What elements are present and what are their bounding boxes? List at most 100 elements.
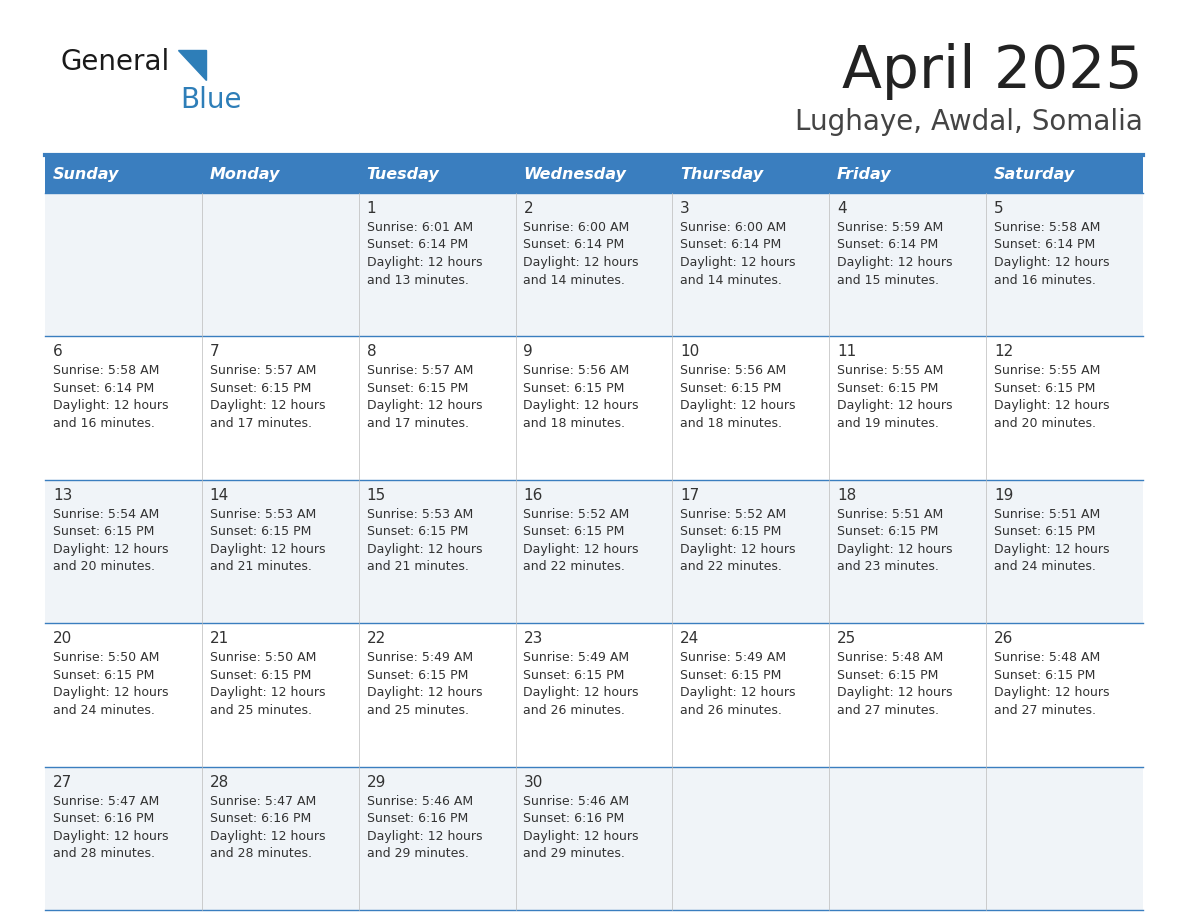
Bar xyxy=(359,155,516,193)
Text: Daylight: 12 hours: Daylight: 12 hours xyxy=(210,830,326,843)
Text: Sunrise: 5:49 AM: Sunrise: 5:49 AM xyxy=(367,651,473,665)
Text: Sunrise: 5:56 AM: Sunrise: 5:56 AM xyxy=(524,364,630,377)
Text: Daylight: 12 hours: Daylight: 12 hours xyxy=(210,686,326,700)
Text: Daylight: 12 hours: Daylight: 12 hours xyxy=(367,256,482,269)
Text: and 18 minutes.: and 18 minutes. xyxy=(524,417,625,430)
Text: Sunrise: 5:54 AM: Sunrise: 5:54 AM xyxy=(52,508,159,521)
Text: Daylight: 12 hours: Daylight: 12 hours xyxy=(367,830,482,843)
Text: Sunset: 6:14 PM: Sunset: 6:14 PM xyxy=(838,239,939,252)
Text: and 25 minutes.: and 25 minutes. xyxy=(367,704,468,717)
Text: and 24 minutes.: and 24 minutes. xyxy=(52,704,154,717)
Bar xyxy=(45,480,1143,623)
Text: and 21 minutes.: and 21 minutes. xyxy=(367,560,468,574)
Text: Sunset: 6:15 PM: Sunset: 6:15 PM xyxy=(524,382,625,395)
Text: Sunrise: 5:55 AM: Sunrise: 5:55 AM xyxy=(994,364,1100,377)
Text: Sunrise: 6:00 AM: Sunrise: 6:00 AM xyxy=(681,221,786,234)
Text: and 17 minutes.: and 17 minutes. xyxy=(367,417,468,430)
Text: Sunset: 6:15 PM: Sunset: 6:15 PM xyxy=(367,525,468,538)
Text: Sunset: 6:15 PM: Sunset: 6:15 PM xyxy=(994,382,1095,395)
Text: and 28 minutes.: and 28 minutes. xyxy=(52,847,154,860)
Text: 8: 8 xyxy=(367,344,377,360)
Text: Sunrise: 5:52 AM: Sunrise: 5:52 AM xyxy=(524,508,630,521)
Text: Daylight: 12 hours: Daylight: 12 hours xyxy=(367,543,482,555)
Text: Friday: Friday xyxy=(838,166,892,182)
Text: Daylight: 12 hours: Daylight: 12 hours xyxy=(52,399,169,412)
Bar xyxy=(986,155,1143,193)
Text: Blue: Blue xyxy=(181,86,241,114)
Text: April 2025: April 2025 xyxy=(842,43,1143,100)
Text: Daylight: 12 hours: Daylight: 12 hours xyxy=(52,830,169,843)
Text: Sunrise: 5:48 AM: Sunrise: 5:48 AM xyxy=(838,651,943,665)
Text: 9: 9 xyxy=(524,344,533,360)
Text: 18: 18 xyxy=(838,487,857,503)
Bar xyxy=(45,155,202,193)
Text: Sunrise: 5:53 AM: Sunrise: 5:53 AM xyxy=(367,508,473,521)
Text: Sunset: 6:15 PM: Sunset: 6:15 PM xyxy=(838,382,939,395)
Text: Sunset: 6:15 PM: Sunset: 6:15 PM xyxy=(681,382,782,395)
Text: 28: 28 xyxy=(210,775,229,789)
Text: Sunrise: 5:51 AM: Sunrise: 5:51 AM xyxy=(838,508,943,521)
Text: 27: 27 xyxy=(52,775,72,789)
Text: and 27 minutes.: and 27 minutes. xyxy=(994,704,1097,717)
Text: Sunset: 6:15 PM: Sunset: 6:15 PM xyxy=(524,525,625,538)
Text: Daylight: 12 hours: Daylight: 12 hours xyxy=(367,399,482,412)
Text: Sunset: 6:15 PM: Sunset: 6:15 PM xyxy=(52,525,154,538)
Text: Daylight: 12 hours: Daylight: 12 hours xyxy=(681,256,796,269)
Text: and 29 minutes.: and 29 minutes. xyxy=(367,847,468,860)
Text: Sunset: 6:15 PM: Sunset: 6:15 PM xyxy=(210,382,311,395)
Text: Daylight: 12 hours: Daylight: 12 hours xyxy=(838,543,953,555)
Text: Sunset: 6:14 PM: Sunset: 6:14 PM xyxy=(524,239,625,252)
Text: Sunrise: 5:57 AM: Sunrise: 5:57 AM xyxy=(367,364,473,377)
Text: and 28 minutes.: and 28 minutes. xyxy=(210,847,311,860)
Text: 24: 24 xyxy=(681,632,700,646)
Text: and 14 minutes.: and 14 minutes. xyxy=(681,274,782,286)
Text: Sunrise: 5:50 AM: Sunrise: 5:50 AM xyxy=(210,651,316,665)
Text: and 27 minutes.: and 27 minutes. xyxy=(838,704,940,717)
Text: Sunrise: 5:59 AM: Sunrise: 5:59 AM xyxy=(838,221,943,234)
Text: and 14 minutes.: and 14 minutes. xyxy=(524,274,625,286)
Text: Daylight: 12 hours: Daylight: 12 hours xyxy=(994,256,1110,269)
Text: Daylight: 12 hours: Daylight: 12 hours xyxy=(524,256,639,269)
Bar xyxy=(202,155,359,193)
Text: Daylight: 12 hours: Daylight: 12 hours xyxy=(681,543,796,555)
Polygon shape xyxy=(178,50,206,80)
Text: Daylight: 12 hours: Daylight: 12 hours xyxy=(681,399,796,412)
Text: 4: 4 xyxy=(838,201,847,216)
Text: 23: 23 xyxy=(524,632,543,646)
Text: and 17 minutes.: and 17 minutes. xyxy=(210,417,311,430)
Text: Sunrise: 5:50 AM: Sunrise: 5:50 AM xyxy=(52,651,159,665)
Text: and 21 minutes.: and 21 minutes. xyxy=(210,560,311,574)
Text: and 29 minutes.: and 29 minutes. xyxy=(524,847,625,860)
Text: 29: 29 xyxy=(367,775,386,789)
Bar xyxy=(516,155,672,193)
Text: Daylight: 12 hours: Daylight: 12 hours xyxy=(838,399,953,412)
Text: Sunset: 6:15 PM: Sunset: 6:15 PM xyxy=(681,525,782,538)
Text: 19: 19 xyxy=(994,487,1013,503)
Text: Sunrise: 5:49 AM: Sunrise: 5:49 AM xyxy=(524,651,630,665)
Text: 30: 30 xyxy=(524,775,543,789)
Text: Sunset: 6:14 PM: Sunset: 6:14 PM xyxy=(52,382,154,395)
Text: and 20 minutes.: and 20 minutes. xyxy=(52,560,154,574)
Text: Monday: Monday xyxy=(210,166,280,182)
Text: 10: 10 xyxy=(681,344,700,360)
Text: 7: 7 xyxy=(210,344,220,360)
Text: and 23 minutes.: and 23 minutes. xyxy=(838,560,939,574)
Text: Sunrise: 5:48 AM: Sunrise: 5:48 AM xyxy=(994,651,1100,665)
Text: Sunrise: 5:47 AM: Sunrise: 5:47 AM xyxy=(210,795,316,808)
Text: Daylight: 12 hours: Daylight: 12 hours xyxy=(52,686,169,700)
Text: 1: 1 xyxy=(367,201,377,216)
Text: Sunrise: 5:56 AM: Sunrise: 5:56 AM xyxy=(681,364,786,377)
Bar xyxy=(829,155,986,193)
Text: 22: 22 xyxy=(367,632,386,646)
Text: 14: 14 xyxy=(210,487,229,503)
Text: Sunset: 6:14 PM: Sunset: 6:14 PM xyxy=(994,239,1095,252)
Bar xyxy=(672,155,829,193)
Text: Thursday: Thursday xyxy=(681,166,764,182)
Text: Daylight: 12 hours: Daylight: 12 hours xyxy=(681,686,796,700)
Text: Daylight: 12 hours: Daylight: 12 hours xyxy=(52,543,169,555)
Text: and 20 minutes.: and 20 minutes. xyxy=(994,417,1097,430)
Text: Sunset: 6:15 PM: Sunset: 6:15 PM xyxy=(367,382,468,395)
Text: Daylight: 12 hours: Daylight: 12 hours xyxy=(838,686,953,700)
Text: Sunrise: 5:51 AM: Sunrise: 5:51 AM xyxy=(994,508,1100,521)
Text: and 18 minutes.: and 18 minutes. xyxy=(681,417,782,430)
